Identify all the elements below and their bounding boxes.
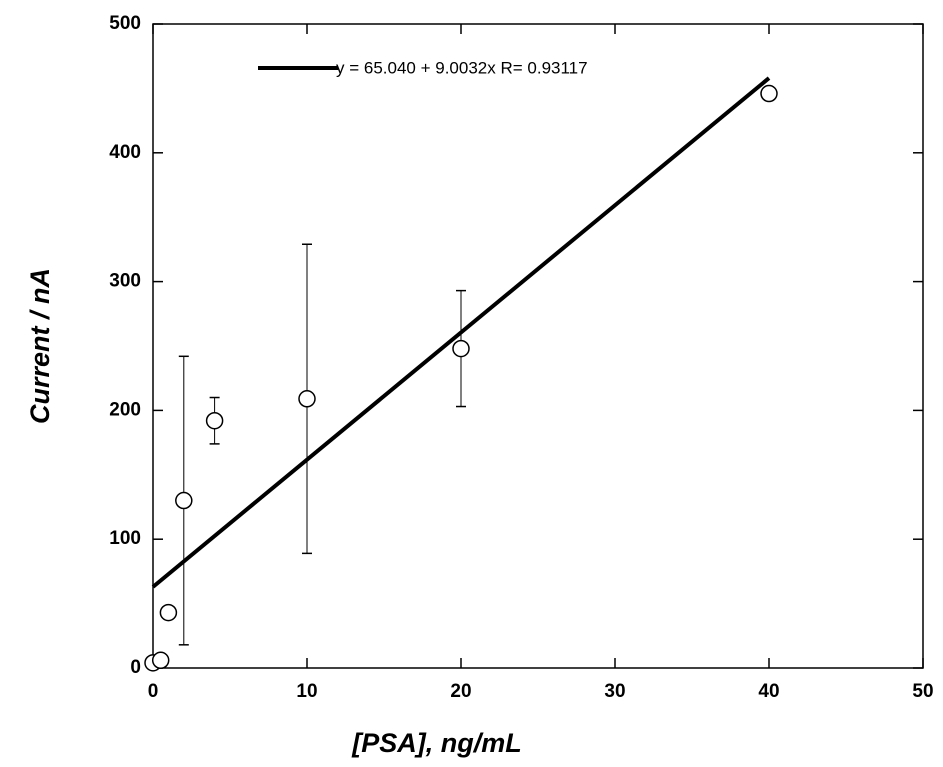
x-tick-label: 0: [148, 681, 159, 702]
y-tick-label: 200: [109, 399, 141, 420]
y-tick-label: 300: [109, 271, 141, 292]
y-tick-label: 100: [109, 528, 141, 549]
data-point: [175, 491, 193, 510]
legend-text: y = 65.040 + 9.0032x R= 0.93117: [336, 58, 588, 77]
data-point: [298, 390, 316, 408]
data-point: [760, 84, 778, 103]
x-tick-label: 20: [450, 681, 471, 702]
y-tick-label: 0: [130, 657, 141, 678]
x-tick-label: 30: [604, 681, 625, 702]
x-tick-label: 50: [912, 681, 933, 702]
x-axis-label: [PSA], ng/mL: [351, 728, 522, 758]
x-tick-label: 10: [296, 681, 317, 702]
plot-frame: [152, 23, 924, 669]
y-tick-label: 400: [109, 142, 141, 163]
data-point: [452, 339, 470, 358]
x-tick-label: 40: [758, 681, 779, 702]
y-axis-label: Current / nA: [25, 268, 55, 424]
y-tick-label: 500: [109, 13, 141, 34]
data-point: [159, 603, 178, 622]
data-point: [205, 411, 224, 430]
fit-line: [151, 76, 771, 589]
data-point: [151, 651, 170, 670]
